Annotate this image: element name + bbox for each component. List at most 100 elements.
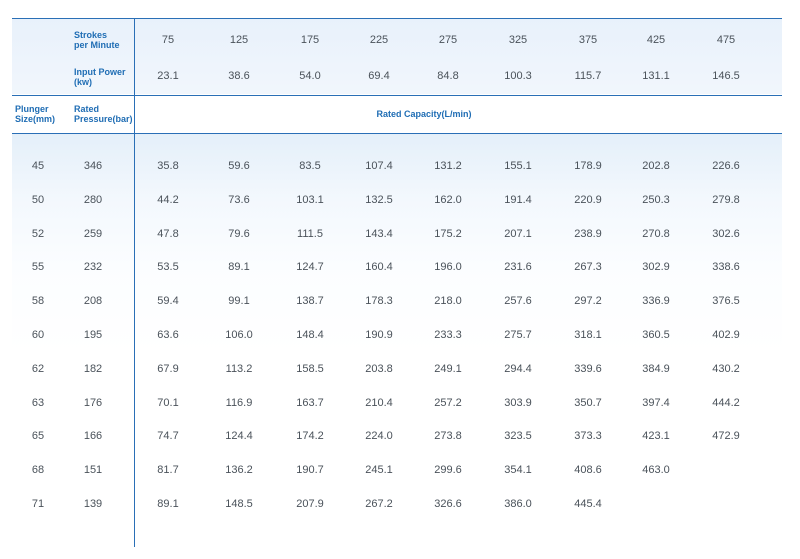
capacity-cell: 160.4 [365,261,393,274]
capacity-cell: 250.3 [642,193,670,206]
body-divider [12,133,782,134]
capacity-cell: 138.7 [296,295,324,308]
capacity-cell: 70.1 [157,396,179,409]
capacity-cell: 63.6 [157,329,179,341]
capacity-cell: 143.4 [365,227,393,240]
capacity-cell: 423.1 [642,430,670,443]
capacity-cell: 210.4 [365,396,393,409]
rated-pressure-cell: 166 [83,430,103,443]
capacity-cell: 203.8 [365,362,393,375]
power-value: 131.1 [642,70,670,82]
plunger-size-cell: 55 [31,261,45,274]
plunger-size-cell: 63 [31,396,45,409]
capacity-cell: 190.9 [365,329,393,341]
column-divider [134,18,135,547]
capacity-cell: 116.9 [225,396,253,409]
capacity-cell: 202.8 [642,160,670,172]
capacity-cell: 245.1 [365,464,393,477]
rated-pressure-header: Rated Pressure(bar) [74,104,133,124]
capacity-cell: 384.9 [642,362,670,375]
capacity-cell: 318.1 [574,329,602,341]
rated-pressure-cell: 139 [83,498,103,510]
capacity-cell: 336.9 [642,295,670,308]
capacity-cell: 275.7 [504,329,532,341]
capacity-cell: 178.3 [365,295,393,308]
capacity-cell: 81.7 [157,464,179,477]
strokes-value: 175 [300,34,320,46]
power-value: 100.3 [504,70,532,82]
strokes-value: 75 [161,34,175,46]
capacity-cell: 35.8 [157,160,179,172]
capacity-cell: 463.0 [642,464,670,477]
capacity-cell: 111.5 [297,227,323,240]
header-divider [12,95,782,96]
capacity-cell: 257.2 [434,396,462,409]
power-value: 69.4 [368,70,390,82]
power-value: 38.6 [228,70,250,82]
strokes-value: 475 [716,34,736,46]
capacity-cell: 59.4 [157,295,179,308]
strokes-value: 125 [229,34,249,46]
capacity-cell: 158.5 [296,362,324,375]
capacity-cell: 89.1 [157,498,179,510]
capacity-cell: 350.7 [574,396,602,409]
strokes-value: 375 [578,34,598,46]
capacity-cell: 106.0 [225,329,253,341]
rated-pressure-cell: 195 [83,329,103,341]
capacity-cell: 113.2 [225,362,253,375]
capacity-cell: 226.6 [712,160,740,172]
capacity-cell: 249.1 [434,362,462,375]
power-value: 54.0 [299,70,321,82]
capacity-cell: 178.9 [574,160,602,172]
power-value: 115.7 [574,70,602,82]
rated-pressure-cell: 259 [83,227,103,240]
capacity-cell: 207.9 [296,498,324,510]
strokes-header: Strokes per Minute [74,30,120,50]
capacity-cell: 191.4 [504,193,532,206]
plunger-size-cell: 45 [31,160,45,172]
capacity-cell: 124.7 [296,261,324,274]
plunger-size-cell: 50 [31,193,45,206]
plunger-size-cell: 52 [31,227,45,240]
capacity-cell: 233.3 [434,329,462,341]
capacity-cell: 302.6 [712,227,740,240]
capacity-cell: 47.8 [157,227,179,240]
capacity-cell: 338.6 [712,261,740,274]
capacity-cell: 472.9 [712,430,740,443]
capacity-cell: 162.0 [434,193,462,206]
capacity-cell: 326.6 [434,498,462,510]
capacity-cell: 59.6 [228,160,250,172]
capacity-cell: 267.2 [365,498,393,510]
capacity-cell: 83.5 [299,160,321,172]
plunger-size-cell: 60 [31,329,45,341]
strokes-value: 225 [369,34,389,46]
capacity-cell: 299.6 [434,464,462,477]
capacity-cell: 386.0 [504,498,532,510]
capacity-cell: 323.5 [504,430,532,443]
capacity-cell: 294.4 [504,362,532,375]
strokes-value: 275 [438,34,458,46]
plunger-size-cell: 71 [31,498,45,510]
power-header: Input Power (kw) [74,67,126,87]
capacity-cell: 89.1 [228,261,250,274]
capacity-cell: 444.2 [712,396,740,409]
capacity-cell: 148.4 [296,329,324,341]
capacity-cell: 257.6 [504,295,532,308]
capacity-cell: 302.9 [642,261,670,274]
capacity-cell: 53.5 [157,261,179,274]
capacity-cell: 408.6 [574,464,602,477]
capacity-cell: 155.1 [504,160,532,172]
header-band [12,18,782,94]
capacity-cell: 224.0 [365,430,393,443]
capacity-cell: 136.2 [225,464,253,477]
capacity-cell: 132.5 [365,193,393,206]
capacity-cell: 279.8 [712,193,740,206]
body-band [12,133,782,353]
capacity-cell: 430.2 [712,362,740,375]
capacity-cell: 67.9 [157,362,179,375]
capacity-cell: 44.2 [157,193,179,206]
top-border [12,18,782,19]
capacity-cell: 297.2 [574,295,602,308]
capacity-cell: 175.2 [434,227,462,240]
capacity-cell: 73.6 [228,193,250,206]
